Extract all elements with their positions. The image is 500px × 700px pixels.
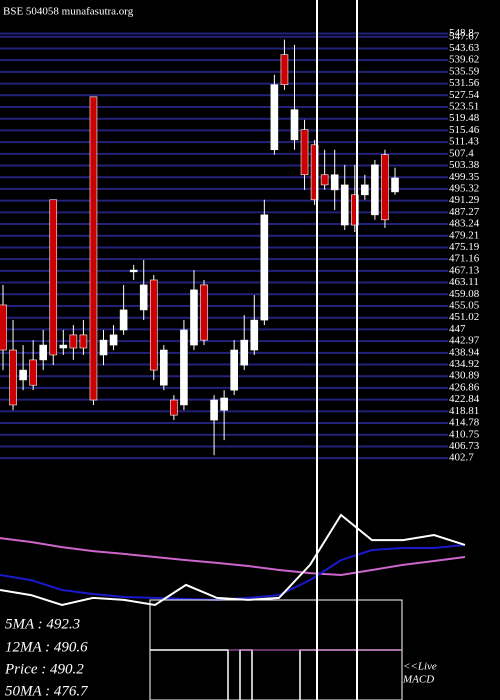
y-tick-label: 471.16	[449, 253, 480, 265]
candle-body	[260, 214, 269, 321]
candle-body	[19, 369, 27, 381]
candle-body	[99, 339, 108, 356]
candle-body	[170, 399, 178, 416]
candle-body	[320, 174, 329, 186]
candle-body	[230, 349, 238, 391]
y-tick-label: 410.75	[449, 428, 480, 440]
candle-body	[190, 289, 198, 346]
candle-body	[139, 284, 148, 311]
y-tick-label: 430.89	[449, 370, 480, 382]
y-tick-label: 414.78	[449, 417, 480, 429]
y-tick-label: 483.24	[449, 218, 480, 230]
candle-body	[270, 84, 279, 151]
candle-body	[180, 329, 188, 406]
y-tick-label: 451.02	[449, 311, 479, 323]
candle-body	[129, 269, 138, 273]
y-tick-label: 463.11	[449, 276, 479, 288]
candle-body	[300, 129, 309, 176]
candle-body	[0, 304, 7, 351]
y-tick-label: 523.51	[449, 101, 479, 113]
y-tick-label: 447	[449, 323, 466, 335]
y-tick-label: 543.63	[449, 42, 480, 54]
candle-body	[340, 184, 349, 226]
candle-body	[330, 174, 339, 191]
y-tick-label: 467.13	[449, 264, 480, 276]
y-tick-label: 499.35	[449, 171, 480, 183]
candle-body	[160, 349, 168, 386]
candle-body	[210, 399, 218, 421]
y-tick-label: 455.05	[449, 300, 480, 312]
y-tick-label: 503.38	[449, 159, 480, 171]
chart-title: BSE 504058 munafasutra.org	[3, 6, 134, 18]
grid: 548.8547.67543.63539.62535.59531.56527.5…	[0, 27, 480, 464]
y-tick-label: 539.62	[449, 54, 479, 66]
live-label: <<Live	[403, 661, 437, 673]
price-label: Price : 490.2	[4, 661, 84, 677]
candle-body	[280, 54, 289, 85]
y-tick-label: 547.67	[449, 30, 480, 42]
candle-body	[89, 96, 98, 401]
candle-body	[381, 154, 389, 221]
candles	[0, 39, 399, 456]
y-tick-label: 491.29	[449, 194, 480, 206]
candle-body	[371, 164, 379, 216]
y-tick-label: 487.27	[449, 206, 480, 218]
candle-body	[79, 334, 88, 349]
ma-label: 5MA : 492.3	[5, 616, 80, 632]
candle-body	[49, 199, 58, 356]
candle-body	[310, 144, 319, 201]
y-tick-label: 527.54	[449, 89, 480, 101]
y-tick-label: 511.43	[449, 136, 479, 148]
y-tick-label: 418.81	[449, 405, 479, 417]
y-tick-label: 442.97	[449, 335, 480, 347]
y-tick-label: 515.46	[449, 124, 480, 136]
candle-body	[69, 334, 78, 349]
candle-body	[250, 319, 259, 351]
y-tick-label: 519.48	[449, 112, 480, 124]
indicators	[0, 513, 466, 607]
candle-body	[119, 309, 128, 331]
y-tick-label: 535.59	[449, 65, 480, 77]
candle-body	[9, 349, 17, 406]
y-tick-label: 495.32	[449, 182, 479, 194]
candle-body	[391, 177, 399, 193]
y-tick-label: 531.56	[449, 77, 480, 89]
y-tick-label: 406.73	[449, 440, 480, 452]
candle-body	[29, 359, 37, 386]
indicator-line	[0, 537, 466, 577]
y-tick-label: 434.92	[449, 358, 479, 370]
candle-body	[200, 284, 208, 341]
candle-body	[240, 339, 249, 366]
y-tick-label: 548.8	[449, 27, 474, 39]
y-tick-label: 426.86	[449, 381, 480, 393]
y-tick-label: 507.4	[449, 147, 474, 159]
y-tick-label: 438.94	[449, 346, 480, 358]
candle-body	[350, 194, 359, 226]
ma-label: 50MA : 476.7	[5, 683, 89, 699]
y-tick-label: 402.7	[449, 452, 474, 464]
indicator-line	[0, 513, 466, 607]
candle-body	[220, 397, 228, 411]
y-tick-label: 459.08	[449, 288, 480, 300]
candle-body	[39, 344, 48, 361]
y-tick-label: 475.19	[449, 241, 480, 253]
candle-body	[149, 279, 158, 371]
y-tick-label: 422.84	[449, 393, 480, 405]
candle-body	[109, 334, 118, 346]
candle-body	[59, 344, 68, 349]
candle-body	[361, 184, 369, 196]
y-tick-label: 479.21	[449, 229, 479, 241]
macd-label: MACD	[402, 674, 434, 686]
candle-body	[290, 109, 299, 141]
ma-label: 12MA : 490.6	[5, 639, 88, 655]
